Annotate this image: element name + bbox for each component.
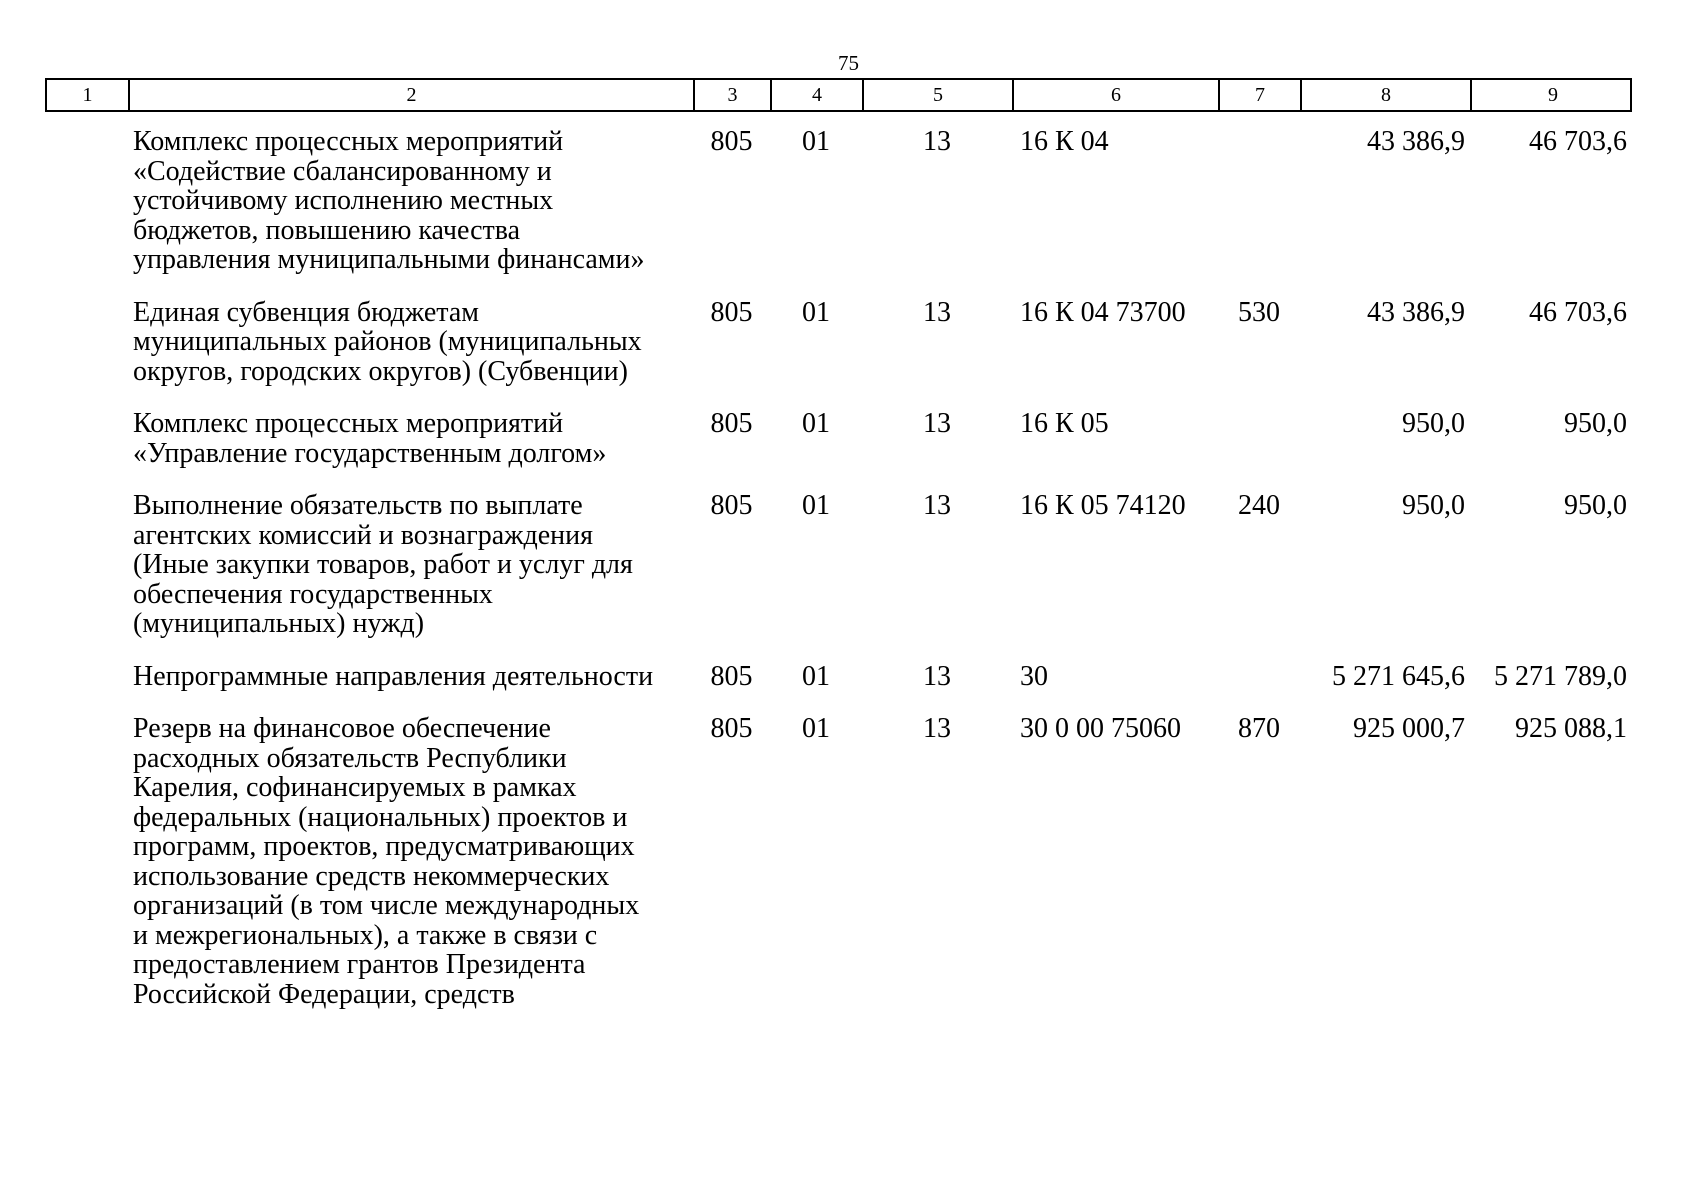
cell-col1 — [45, 491, 128, 639]
column-header-8: 8 — [1302, 80, 1472, 110]
cell-name: Непрограммные направления деятельности — [133, 660, 654, 692]
cell-col1 — [45, 714, 128, 1009]
cell-col1 — [45, 409, 128, 468]
cell-col8: 43 386,9 — [1367, 296, 1465, 328]
column-header-2: 2 — [130, 80, 695, 110]
cell-col7: 530 — [1238, 296, 1280, 328]
cell-col6: 16 К 04 — [1020, 126, 1109, 157]
cell-col3: 805 — [710, 296, 753, 328]
budget-table: 1 2 3 4 5 6 7 8 9 Комплекс процессных ме… — [45, 78, 1632, 1009]
column-header-3: 3 — [695, 80, 772, 110]
cell-col6: 16 К 05 74120 — [1020, 490, 1186, 521]
cell-col4: 01 — [802, 408, 830, 439]
cell-col7: 240 — [1238, 490, 1280, 521]
cell-col4: 01 — [802, 126, 830, 157]
cell-name: Единая субвенция бюджетам муниципальных … — [133, 296, 642, 387]
cell-col3: 805 — [710, 713, 753, 744]
cell-col5: 13 — [923, 296, 951, 328]
cell-col5: 13 — [923, 660, 951, 692]
cell-col8: 950,0 — [1402, 408, 1465, 439]
cell-col4: 01 — [802, 296, 830, 328]
cell-col7: 870 — [1238, 713, 1280, 744]
cell-col1 — [45, 298, 128, 387]
cell-col7 — [1218, 127, 1300, 275]
table-row: Резерв на финансовое обеспечение расходн… — [45, 714, 1632, 1009]
table-row: Комплекс процессных мероприятий «Содейст… — [45, 127, 1632, 275]
column-header-7: 7 — [1220, 80, 1302, 110]
cell-col3: 805 — [710, 126, 753, 157]
page-number: 75 — [838, 51, 859, 75]
cell-col4: 01 — [802, 490, 830, 521]
cell-col9: 950,0 — [1564, 490, 1627, 521]
cell-col6: 16 К 05 — [1020, 408, 1109, 439]
cell-col9: 925 088,1 — [1515, 713, 1627, 744]
column-header-1: 1 — [47, 80, 130, 110]
cell-col9: 46 703,6 — [1529, 126, 1627, 157]
cell-col3: 805 — [710, 660, 753, 692]
cell-col6: 30 — [1020, 660, 1048, 692]
cell-col1 — [45, 127, 128, 275]
cell-col4: 01 — [802, 713, 830, 744]
column-header-9: 9 — [1548, 84, 1558, 106]
cell-col3: 805 — [710, 490, 753, 521]
table-row: Комплекс процессных мероприятий «Управле… — [45, 409, 1632, 468]
cell-col4: 01 — [802, 660, 830, 692]
cell-col7 — [1218, 409, 1300, 468]
cell-col3: 805 — [710, 408, 753, 439]
cell-name: Выполнение обязательств по выплате агент… — [133, 490, 633, 639]
cell-col5: 13 — [923, 408, 951, 439]
cell-col5: 13 — [923, 713, 951, 744]
cell-col9: 5 271 789,0 — [1494, 660, 1627, 692]
table-row: Единая субвенция бюджетам муниципальных … — [45, 296, 1632, 387]
cell-col8: 43 386,9 — [1367, 126, 1465, 157]
column-header-4: 4 — [772, 80, 864, 110]
table-row: Выполнение обязательств по выплате агент… — [45, 491, 1632, 639]
cell-col8: 950,0 — [1402, 490, 1465, 521]
column-header-5: 5 — [864, 80, 1014, 110]
cell-col9: 950,0 — [1564, 408, 1627, 439]
cell-col8: 5 271 645,6 — [1332, 660, 1465, 692]
cell-name: Резерв на финансовое обеспечение расходн… — [133, 713, 640, 1010]
table-row: Непрограммные направления деятельности 8… — [45, 660, 1632, 692]
cell-col6: 30 0 00 75060 — [1020, 713, 1181, 744]
cell-col9: 46 703,6 — [1529, 296, 1627, 328]
cell-col7 — [1218, 662, 1300, 692]
cell-col6: 16 К 04 73700 — [1020, 296, 1186, 328]
table-header-row: 1 2 3 4 5 6 7 8 9 — [45, 78, 1632, 112]
cell-name: Комплекс процессных мероприятий «Управле… — [133, 408, 607, 469]
cell-col5: 13 — [923, 490, 951, 521]
cell-col5: 13 — [923, 126, 951, 157]
column-header-6: 6 — [1014, 80, 1220, 110]
cell-col8: 925 000,7 — [1353, 713, 1465, 744]
cell-name: Комплекс процессных мероприятий «Содейст… — [133, 126, 645, 275]
cell-col1 — [45, 662, 128, 692]
